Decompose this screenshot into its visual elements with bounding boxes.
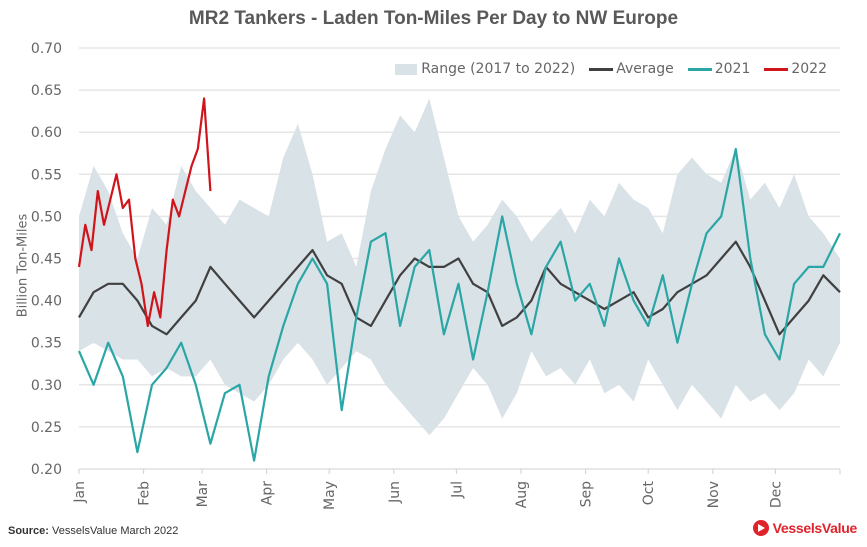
x-tick-label: Dec	[768, 481, 784, 508]
vesselsvalue-logo: VesselsValue	[752, 520, 858, 536]
y-axis-ticks: 0.70 0.65 0.60 0.55 0.50 0.45 0.40 0.35 0.30 0.25…	[31, 41, 62, 478]
y-tick-label: 0.30	[31, 378, 62, 394]
source-text: VesselsValue March 2022	[52, 525, 179, 537]
series-lines	[77, 97, 841, 462]
y-tick-label: 0.60	[31, 125, 62, 141]
y-tick-label: 0.20	[31, 462, 62, 478]
logo-icon	[752, 520, 769, 536]
source-note: Source: VesselsValue March 2022	[8, 525, 178, 537]
range-band-area	[79, 98, 840, 436]
x-tick-label: Aug	[514, 481, 530, 508]
y-tick-label: 0.25	[31, 420, 62, 436]
series-2022	[77, 97, 212, 327]
x-tick-label: Apr	[260, 481, 276, 505]
range-band	[79, 98, 840, 436]
chart-title: MR2 Tankers - Laden Ton-Miles Per Day to…	[188, 8, 679, 29]
legend-label-average: Average	[616, 61, 674, 77]
y-tick-label: 0.45	[31, 252, 62, 268]
legend-label-2021: 2021	[714, 61, 751, 77]
legend-item-2022: 2022	[764, 61, 827, 77]
series-line	[78, 240, 841, 336]
series-2021	[77, 147, 841, 462]
source-label: Source:	[8, 525, 49, 537]
legend-swatch-2022	[764, 67, 789, 71]
chart-legend: Range (2017 to 2022) Average 2021 2022	[381, 61, 827, 77]
y-tick-label: 0.65	[31, 83, 62, 99]
legend-swatch-average	[589, 67, 614, 71]
legend-swatch-2021	[687, 67, 712, 71]
logo-text: VesselsValue	[772, 520, 858, 536]
legend-item-average: Average	[589, 61, 674, 77]
y-tick-label: 0.35	[31, 336, 62, 352]
x-tick-label: Nov	[706, 481, 722, 508]
x-tick-label: Jan	[72, 481, 88, 504]
series-line	[77, 97, 212, 327]
x-axis: Jan Feb Mar Apr May Jun Jul Aug Sep Oct Nov Dec	[72, 468, 841, 510]
legend-swatch-range	[395, 63, 418, 75]
x-tick-label: Jul	[449, 481, 465, 499]
x-tick-label: Mar	[195, 481, 211, 508]
y-tick-label: 0.40	[31, 294, 62, 310]
x-tick-label: May	[322, 481, 338, 510]
legend-label-range: Range (2017 to 2022)	[421, 61, 576, 77]
x-tick-label: Oct	[641, 481, 657, 506]
legend-item-range: Range (2017 to 2022)	[395, 61, 575, 77]
series-average	[78, 240, 841, 336]
y-tick-label: 0.50	[31, 209, 62, 225]
x-tick-label: Feb	[137, 481, 153, 506]
x-tick-label: Sep	[579, 481, 595, 508]
series-line	[77, 147, 841, 462]
y-tick-label: 0.55	[31, 167, 62, 183]
legend-item-2021: 2021	[687, 61, 751, 77]
x-tick-label: Jun	[387, 481, 403, 504]
legend-label-2022: 2022	[791, 61, 827, 77]
y-tick-label: 0.70	[31, 41, 62, 57]
